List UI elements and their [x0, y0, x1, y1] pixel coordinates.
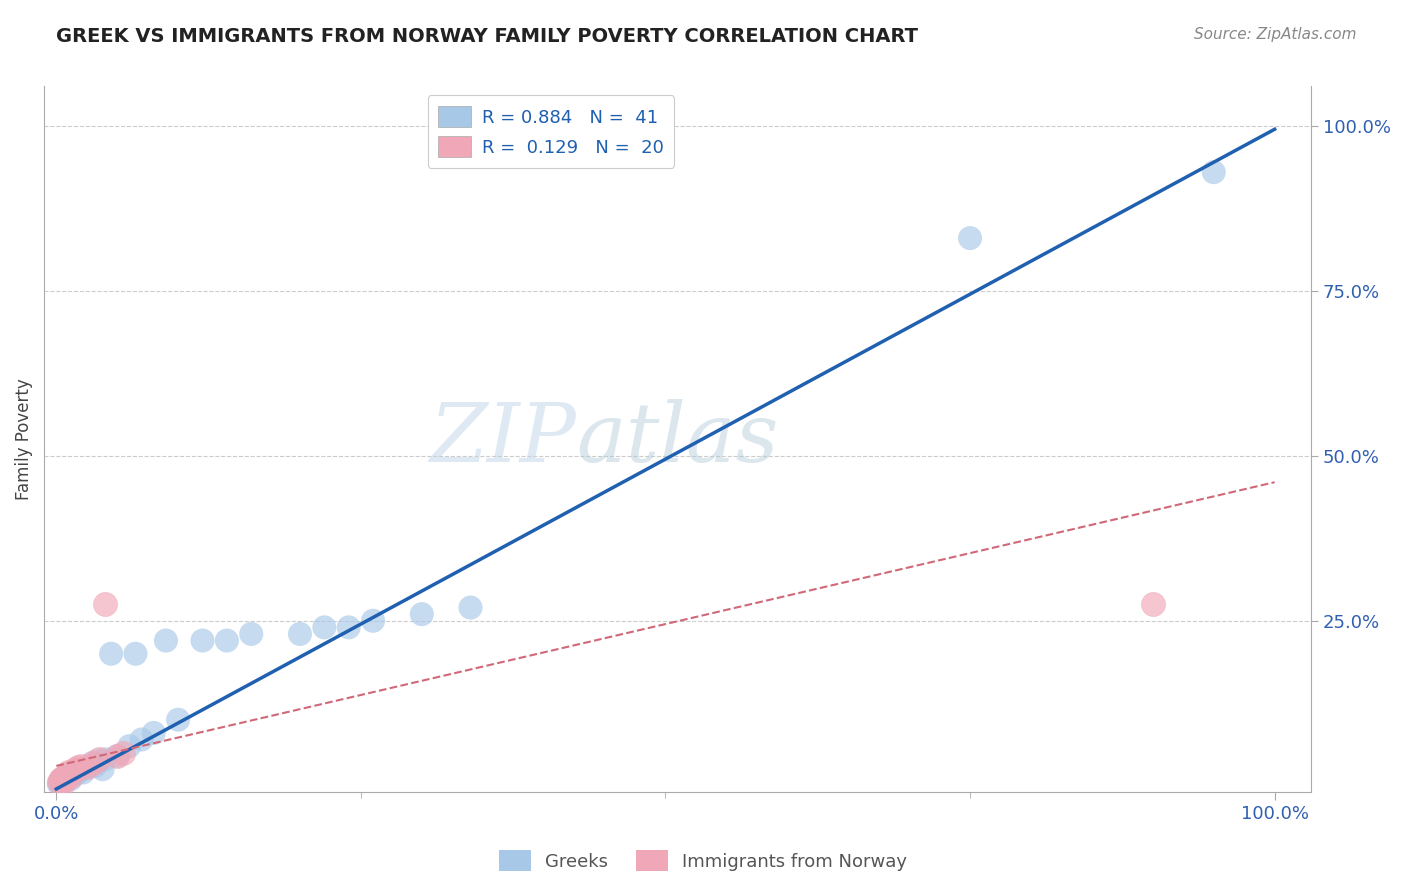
- Point: [124, 647, 146, 661]
- Point: [58, 769, 80, 783]
- Point: [51, 772, 73, 786]
- Point: [82, 756, 104, 770]
- Point: [361, 614, 384, 628]
- Point: [63, 767, 86, 781]
- Point: [288, 627, 311, 641]
- Point: [72, 765, 94, 780]
- Point: [460, 600, 482, 615]
- Text: ZIP: ZIP: [429, 400, 576, 479]
- Point: [79, 759, 101, 773]
- Legend: R = 0.884   N =  41, R =  0.129   N =  20: R = 0.884 N = 41, R = 0.129 N = 20: [427, 95, 675, 168]
- Point: [67, 765, 90, 780]
- Text: Source: ZipAtlas.com: Source: ZipAtlas.com: [1194, 27, 1357, 42]
- Point: [105, 749, 128, 764]
- Point: [112, 746, 135, 760]
- Point: [100, 647, 122, 661]
- Point: [58, 765, 80, 780]
- Point: [94, 752, 117, 766]
- Point: [76, 760, 98, 774]
- Point: [53, 769, 76, 783]
- Point: [67, 760, 90, 774]
- Point: [240, 627, 263, 641]
- Point: [69, 759, 91, 773]
- Point: [84, 759, 107, 773]
- Point: [82, 756, 104, 770]
- Text: GREEK VS IMMIGRANTS FROM NORWAY FAMILY POVERTY CORRELATION CHART: GREEK VS IMMIGRANTS FROM NORWAY FAMILY P…: [56, 27, 918, 45]
- Point: [167, 713, 190, 727]
- Point: [191, 633, 214, 648]
- Point: [69, 762, 91, 776]
- Point: [48, 775, 70, 789]
- Point: [118, 739, 141, 753]
- Point: [63, 762, 86, 776]
- Point: [48, 777, 70, 791]
- Point: [76, 760, 98, 774]
- Point: [51, 776, 73, 790]
- Point: [53, 772, 76, 786]
- Y-axis label: Family Poverty: Family Poverty: [15, 378, 32, 500]
- Point: [55, 772, 77, 787]
- Point: [56, 767, 79, 781]
- Point: [49, 773, 72, 788]
- Point: [411, 607, 433, 622]
- Point: [155, 633, 177, 648]
- Point: [56, 771, 79, 785]
- Point: [87, 754, 110, 768]
- Point: [59, 769, 82, 783]
- Point: [55, 772, 77, 786]
- Legend: Greeks, Immigrants from Norway: Greeks, Immigrants from Norway: [491, 843, 915, 879]
- Point: [142, 726, 165, 740]
- Point: [91, 762, 114, 776]
- Point: [215, 633, 238, 648]
- Point: [1202, 165, 1225, 179]
- Point: [49, 775, 72, 789]
- Point: [52, 774, 75, 789]
- Point: [105, 749, 128, 764]
- Point: [59, 772, 82, 786]
- Point: [52, 774, 75, 789]
- Point: [314, 620, 336, 634]
- Point: [51, 771, 73, 785]
- Point: [337, 620, 360, 634]
- Point: [87, 752, 110, 766]
- Text: atlas: atlas: [576, 400, 779, 479]
- Point: [959, 231, 981, 245]
- Point: [1142, 597, 1164, 611]
- Point: [63, 764, 86, 779]
- Point: [94, 597, 117, 611]
- Point: [51, 773, 73, 788]
- Point: [131, 732, 153, 747]
